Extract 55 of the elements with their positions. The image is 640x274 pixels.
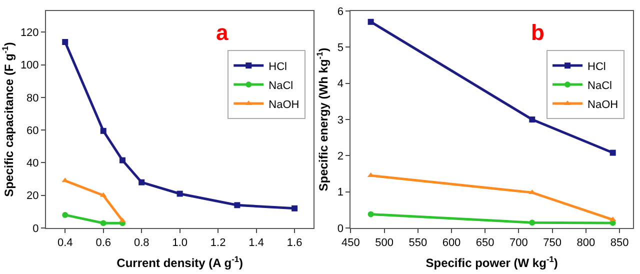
legend-label: NaOH <box>268 98 300 111</box>
y-tick-label: 5 <box>337 42 344 54</box>
x-tick-label: 1.0 <box>172 237 188 250</box>
x-tick-label: 550 <box>408 237 428 250</box>
point <box>100 128 106 134</box>
point <box>62 212 68 218</box>
legend-label: NaOH <box>588 98 618 111</box>
y-tick-label: 20 <box>26 190 39 202</box>
point <box>138 179 145 186</box>
x-tick-label: 450 <box>341 237 360 250</box>
x-tick-label: 1.2 <box>210 237 226 250</box>
legend-label: NaCl <box>268 80 294 92</box>
legend-label: HCl <box>588 60 606 73</box>
x-tick-label: 850 <box>610 237 629 250</box>
x-tick-label: 1.4 <box>248 237 264 250</box>
x-tick-label: 650 <box>476 237 494 250</box>
point <box>100 220 106 226</box>
x-tick-label: 700 <box>510 237 528 250</box>
point <box>119 218 126 222</box>
y-tick-label: 6 <box>337 6 344 18</box>
y-tick-label: 4 <box>337 78 344 90</box>
point <box>368 211 374 218</box>
point <box>292 205 298 212</box>
x-axis-title: Specific power (W kg$^{-1}$) <box>426 254 558 270</box>
point <box>119 157 126 164</box>
point <box>529 116 536 122</box>
x-tick-label: 750 <box>543 237 562 250</box>
x-tick-label: 600 <box>442 237 461 250</box>
x-tick-label: 0.6 <box>96 237 112 250</box>
point <box>62 39 68 45</box>
point <box>610 150 616 156</box>
y-tick-label: 60 <box>26 124 39 137</box>
point <box>234 202 240 208</box>
legend-label: HCl <box>268 60 287 73</box>
y-tick-label: 80 <box>26 92 39 104</box>
y-tick-label: 100 <box>20 60 39 72</box>
annotation: b <box>531 20 544 45</box>
point <box>176 190 183 197</box>
y-tick-label: 1 <box>337 186 344 199</box>
point <box>368 18 374 25</box>
x-tick-label: 800 <box>576 237 596 250</box>
x-tick-label: 1.6 <box>286 237 302 250</box>
point <box>529 220 536 226</box>
x-tick-label: 0.8 <box>134 237 150 250</box>
y-tick-label: 0 <box>32 222 39 235</box>
y-tick-label: 40 <box>26 158 39 170</box>
legend-label: NaCl <box>588 80 612 92</box>
y-tick-label: 0 <box>337 222 344 235</box>
x-tick-label: 0.4 <box>57 237 73 250</box>
x-axis-title: Current density (A g$^{-1}$) <box>116 254 244 270</box>
y-tick-label: 120 <box>20 27 39 40</box>
annotation: a <box>216 20 229 45</box>
x-tick-label: 500 <box>375 237 394 250</box>
y-tick-label: 3 <box>337 114 344 126</box>
y-tick-label: 2 <box>337 150 344 163</box>
